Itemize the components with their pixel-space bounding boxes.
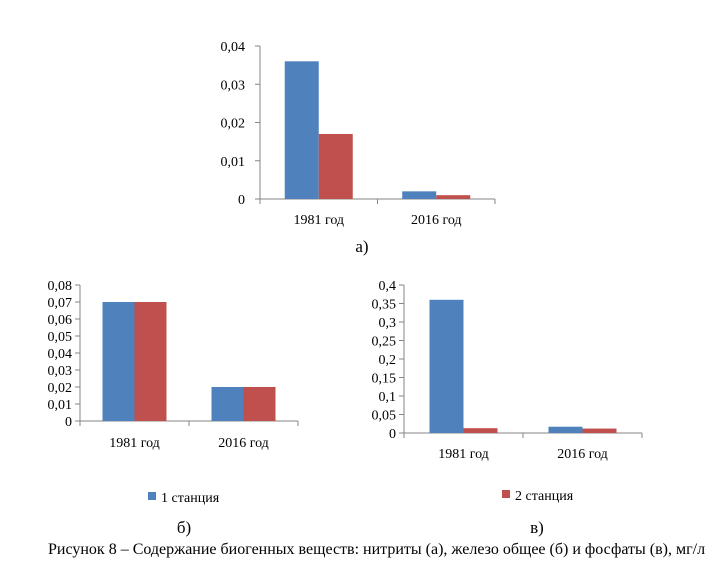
x-tick-label: 2016 год [411, 213, 462, 228]
y-tick-label: 0,2 [379, 353, 397, 368]
y-tick-label: 0,08 [48, 279, 73, 294]
y-tick-label: 0,25 [372, 335, 397, 350]
y-tick-label: 0,06 [48, 313, 73, 328]
y-tick-label: 0,3 [379, 316, 397, 331]
sublabel-a: а) [355, 237, 368, 256]
y-tick-label: 0 [65, 415, 72, 430]
x-tick-label: 1981 год [109, 436, 160, 451]
y-tick-label: 0,4 [379, 279, 397, 294]
bar-b-series1-0 [102, 302, 135, 421]
legend-swatch-series1 [148, 492, 156, 500]
x-tick-label: 2016 год [557, 447, 608, 462]
chart-phosphates: 0 0,05 0,1 0,15 0,2 0,25 0,3 0,35 0,4 1981 год 201… [372, 279, 643, 462]
y-tick-label: 0,03 [221, 78, 246, 93]
y-tick-label: 0 [389, 427, 396, 442]
y-tick-label: 0,01 [48, 398, 73, 413]
bar-c-series2-0 [463, 428, 498, 433]
sublabel-b: б) [177, 518, 191, 537]
y-tick-label: 0,05 [372, 409, 397, 424]
bar-b-series2-1 [243, 387, 276, 421]
bar-a-series1-0 [284, 61, 319, 199]
y-tick-label: 0 [238, 193, 245, 208]
bar-a-series2-1 [436, 195, 471, 199]
x-tick-label: 2016 год [218, 436, 269, 451]
y-tick-label: 0,07 [48, 296, 73, 311]
chart-nitrites: 0 0,01 0,02 0,03 0,04 1981 год 2016 год [221, 40, 496, 228]
bar-c-series2-1 [582, 428, 617, 433]
legend-label-series1: 1 станция [161, 491, 220, 506]
legend-series1: 1 станция [148, 491, 220, 506]
legend-label-series2: 2 станция [515, 489, 574, 504]
y-tick-label: 0,04 [48, 347, 73, 362]
x-tick-label: 1981 год [438, 447, 489, 462]
y-tick-label: 0,02 [221, 117, 246, 132]
y-tick-label: 0,1 [379, 390, 397, 405]
y-tick-label: 0,02 [48, 381, 73, 396]
bar-c-series1-0 [429, 299, 464, 433]
legend-series2: 2 станция [502, 489, 574, 504]
bar-c-series1-1 [548, 426, 583, 433]
sublabel-c: в) [530, 518, 544, 537]
x-tick-label: 1981 год [293, 213, 344, 228]
y-tick-label: 0,03 [48, 364, 73, 379]
y-tick-label: 0,05 [48, 330, 73, 345]
y-tick-label: 0,04 [221, 40, 246, 55]
y-tick-label: 0,01 [221, 155, 246, 170]
bar-a-series1-1 [402, 191, 437, 199]
y-tick-label: 0,15 [372, 372, 397, 387]
figure-caption: Рисунок 8 – Содержание биогенных веществ… [48, 541, 706, 558]
bar-b-series1-1 [211, 387, 244, 421]
chart-iron: 0 0,01 0,02 0,03 0,04 0,05 0,06 0,07 0,08 1981 го… [48, 279, 299, 451]
y-tick-label: 0,35 [372, 298, 397, 313]
legend-swatch-series2 [502, 490, 510, 498]
bar-b-series2-0 [134, 302, 167, 421]
bar-a-series2-0 [318, 133, 353, 199]
